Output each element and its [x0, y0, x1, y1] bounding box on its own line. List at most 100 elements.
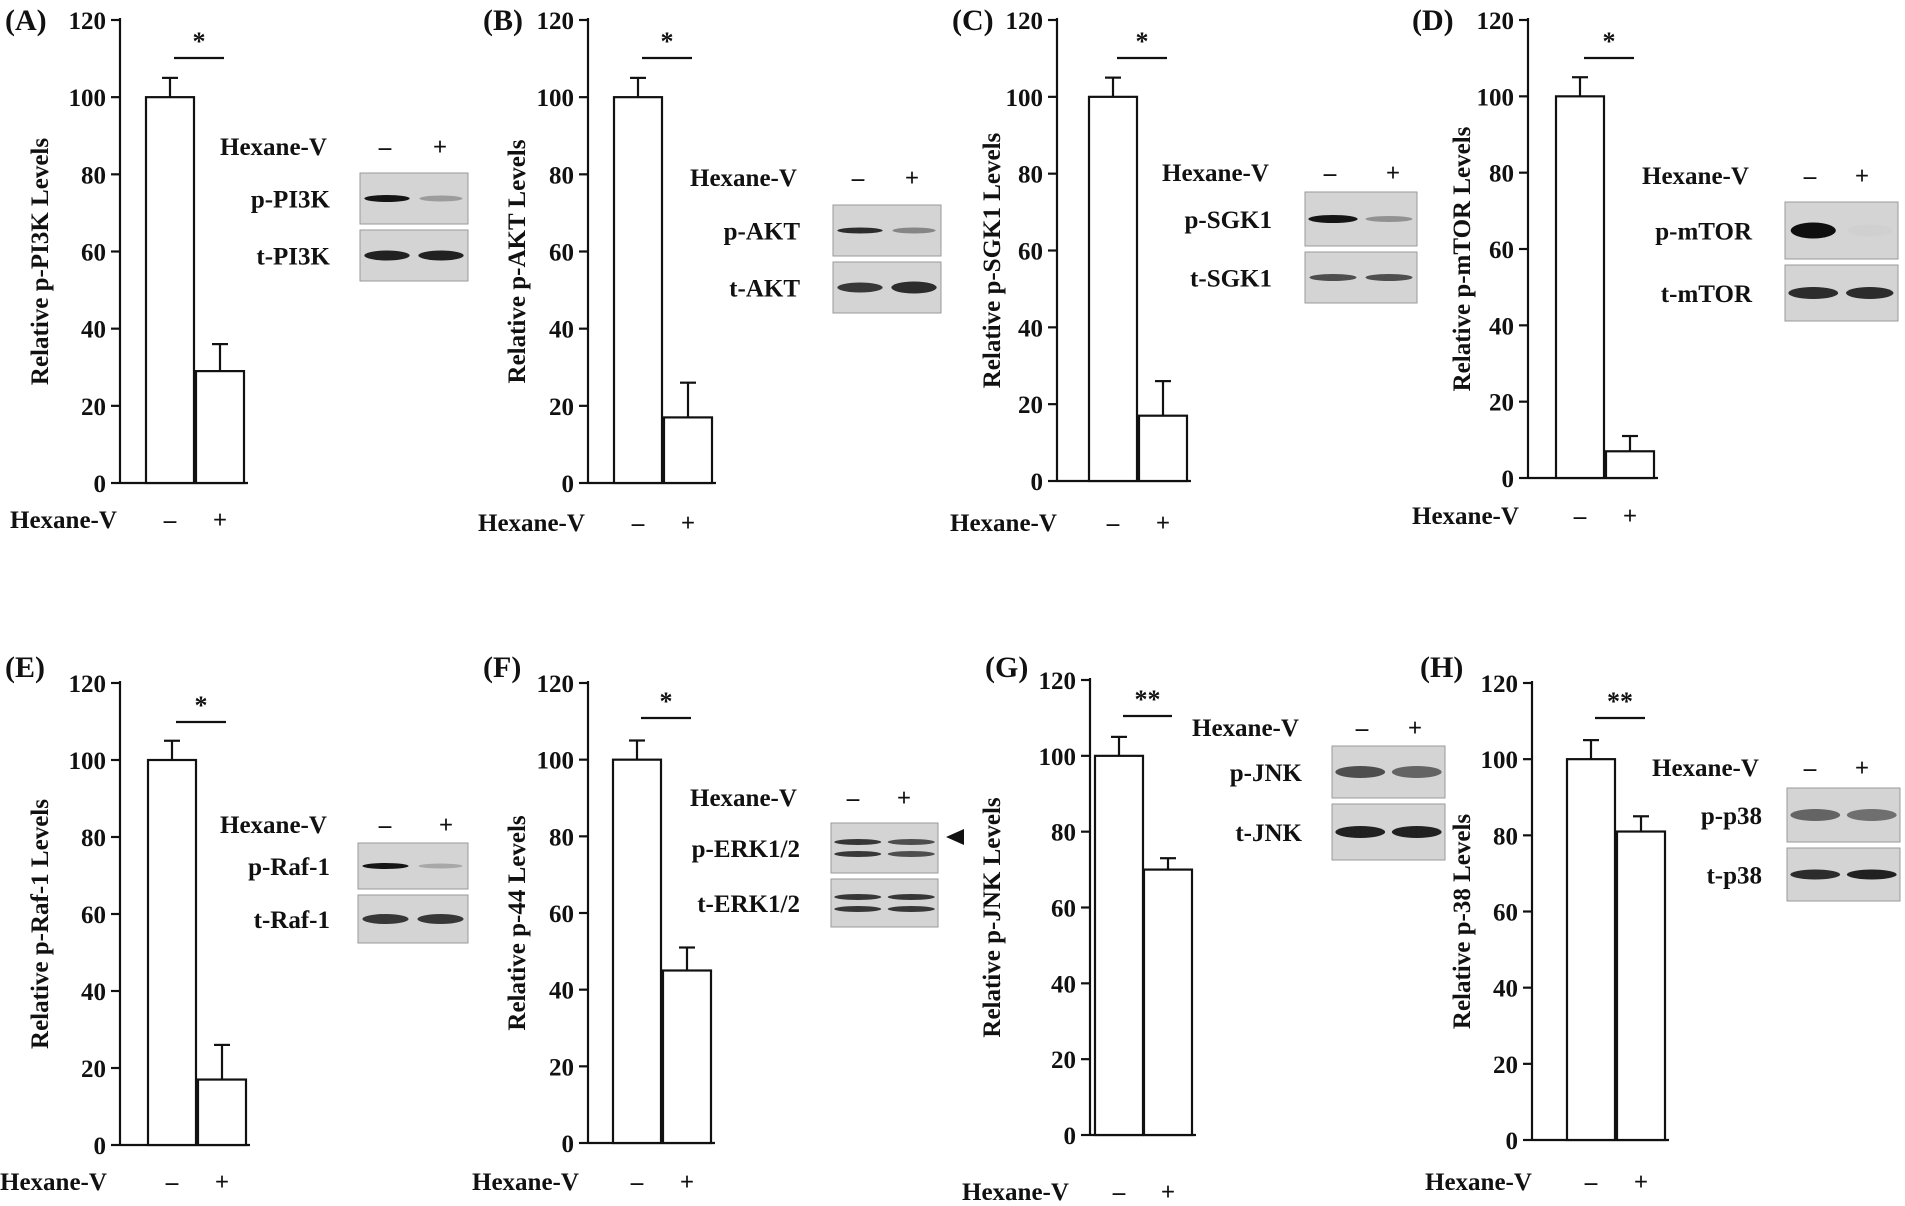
- y-tick-label: 40: [549, 317, 574, 344]
- blot-band: [1788, 287, 1839, 299]
- blot-lane-label: +: [905, 165, 919, 192]
- y-tick-label: 120: [69, 8, 107, 35]
- chart-panel: (G) 0 20 40 60 80 100 120 Relative p-JNK Levels –…: [962, 651, 1446, 1206]
- blot-treatment-label: Hexane-V: [1652, 755, 1759, 782]
- blot-row-label: t-ERK1/2: [697, 891, 800, 918]
- blot-band: [1365, 216, 1413, 222]
- blot-row-label: t-AKT: [729, 276, 800, 303]
- y-tick-label: 80: [81, 162, 106, 189]
- panel-letter: (E): [5, 651, 45, 684]
- y-tick-label: 80: [81, 825, 106, 852]
- blot-row-label: p-mTOR: [1655, 219, 1753, 246]
- western-blot: Hexane-V – + p-Raf-1 t-Raf-1: [220, 812, 469, 944]
- y-tick-label: 80: [549, 824, 574, 851]
- x-category-label: –: [1584, 1169, 1598, 1196]
- y-axis-label: Relative p-44 Levels: [504, 815, 531, 1031]
- y-tick-label: 20: [81, 394, 106, 421]
- significance-marker: *: [193, 27, 206, 56]
- bar: [661, 969, 713, 1145]
- western-blot: Hexane-V – + p-AKT t-AKT: [690, 165, 942, 314]
- western-blot: Hexane-V – + p-ERK1/2 t-ERK1/2: [690, 785, 964, 928]
- bar: [1604, 450, 1656, 480]
- x-category-label: +: [1623, 503, 1637, 530]
- y-tick-label: 20: [549, 394, 574, 421]
- panel-letter: (H): [1420, 651, 1463, 684]
- blot-row-label: t-PI3K: [256, 244, 330, 271]
- blot-row-label: p-p38: [1701, 803, 1762, 830]
- significance-marker: **: [1135, 685, 1161, 714]
- y-tick-label: 20: [549, 1054, 574, 1081]
- x-category-label: +: [215, 1169, 229, 1196]
- blot-band: [892, 227, 936, 234]
- x-category-label: –: [631, 510, 645, 537]
- blot-row-label: p-SGK1: [1184, 207, 1272, 234]
- y-tick-label: 60: [1051, 896, 1076, 923]
- x-axis-label: Hexane-V: [472, 1169, 579, 1196]
- band-arrow-icon: [946, 829, 964, 845]
- bar: [1554, 95, 1606, 480]
- bar: [662, 416, 714, 485]
- x-category-label: +: [1156, 510, 1170, 537]
- blot-band: [1847, 224, 1893, 237]
- y-tick-label: 80: [1051, 820, 1076, 847]
- blot-band: [837, 227, 883, 234]
- panel-letter: (D): [1412, 4, 1454, 37]
- blot-lane-label: –: [1803, 755, 1817, 782]
- y-tick-label: 120: [1477, 8, 1515, 35]
- y-tick-label: 0: [1506, 1128, 1519, 1155]
- y-axis-label: Relative p-mTOR Levels: [1449, 126, 1476, 391]
- western-blot: Hexane-V – + p-PI3K t-PI3K: [220, 134, 469, 282]
- blot-treatment-label: Hexane-V: [220, 134, 327, 161]
- blot-band: [891, 281, 937, 294]
- y-tick-label: 100: [69, 748, 107, 775]
- blot-lane-label: +: [1855, 755, 1869, 782]
- blot-row-label: t-JNK: [1235, 820, 1302, 847]
- chart-panel: (H) 0 20 40 60 80 100 120 Relative p-38 Levels – +…: [1420, 651, 1901, 1196]
- blot-band: [1846, 869, 1897, 880]
- y-tick-label: 120: [1006, 8, 1044, 35]
- x-axis-label: Hexane-V: [950, 510, 1057, 537]
- blot-band: [364, 250, 410, 261]
- blot-band: [834, 906, 882, 912]
- blot-lane-label: –: [1355, 715, 1369, 742]
- y-tick-label: 120: [537, 8, 575, 35]
- significance-marker: *: [1136, 27, 1149, 56]
- blot-band: [418, 863, 463, 869]
- y-tick-label: 100: [1039, 744, 1077, 771]
- western-blot: Hexane-V – + p-mTOR t-mTOR: [1642, 163, 1899, 322]
- panel-letter: (F): [483, 651, 521, 684]
- panel-letter: (G): [985, 651, 1028, 684]
- bar: [1565, 758, 1617, 1142]
- blot-row-label: p-JNK: [1230, 760, 1303, 787]
- blot-lane-label: +: [433, 134, 447, 161]
- x-category-label: –: [630, 1169, 644, 1196]
- blot-lane-label: –: [1803, 163, 1817, 190]
- blot-band: [1335, 766, 1386, 778]
- y-tick-label: 80: [1493, 823, 1518, 850]
- blot-strip: [830, 878, 939, 928]
- significance-marker: **: [1607, 687, 1633, 716]
- panel-letter: (C): [952, 4, 994, 37]
- y-tick-label: 120: [1481, 671, 1519, 698]
- y-tick-label: 100: [537, 85, 575, 112]
- y-axis-label: Relative p-Raf-1 Levels: [27, 799, 54, 1049]
- blot-lane-label: +: [439, 812, 453, 839]
- y-tick-label: 60: [1018, 239, 1043, 266]
- x-category-label: +: [680, 1169, 694, 1196]
- blot-band: [834, 851, 882, 857]
- bar: [1615, 830, 1667, 1142]
- blot-lane-label: –: [846, 785, 860, 812]
- blot-row-label: p-ERK1/2: [692, 836, 800, 863]
- y-tick-label: 100: [1477, 84, 1515, 111]
- y-axis-label: Relative p-38 Levels: [1449, 814, 1476, 1030]
- y-tick-label: 60: [81, 240, 106, 267]
- blot-row-label: t-p38: [1706, 863, 1762, 890]
- chart-panel: (A) 0 20 40 60 80 100 120 Relative p-PI3K Levels…: [5, 4, 469, 534]
- y-tick-label: 60: [1493, 900, 1518, 927]
- chart-panel: (E) 0 20 40 60 80 100 120 Relative p-Raf-1 Level…: [0, 651, 469, 1196]
- y-axis-label: Relative p-JNK Levels: [979, 797, 1006, 1038]
- x-axis-label: Hexane-V: [0, 1169, 107, 1196]
- blot-row-label: t-SGK1: [1190, 266, 1272, 293]
- blot-band: [1365, 274, 1413, 281]
